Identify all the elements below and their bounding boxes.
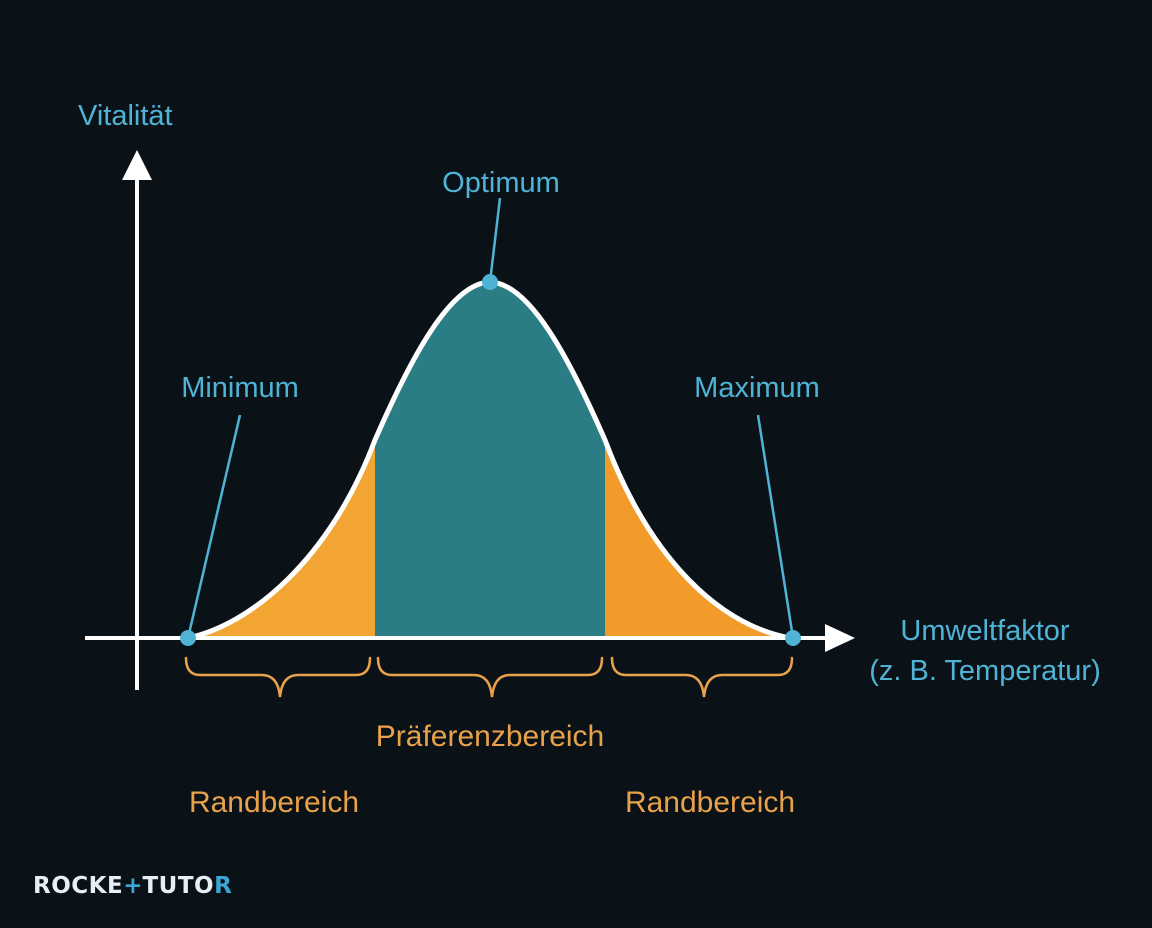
y-axis: [122, 150, 152, 690]
x-axis: [85, 624, 855, 652]
margin-region-right: [605, 440, 790, 638]
logo-text-part1: ROCKE: [33, 873, 123, 899]
rocket-tutor-logo: ROCKE+TUTOR: [33, 873, 232, 899]
logo-text-part2: TUTO: [142, 873, 214, 899]
minimum-marker: [180, 630, 196, 646]
maximum-label: Maximum: [694, 372, 820, 404]
x-axis-label-line2: (z. B. Temperatur): [869, 655, 1101, 687]
y-axis-arrowhead-icon: [122, 150, 152, 180]
preference-brace: [376, 656, 604, 698]
margin-brace-right: [610, 656, 794, 698]
margin-range-label-right: Randbereich: [625, 786, 795, 819]
margin-region-left: [188, 440, 375, 638]
y-axis-label: Vitalität: [78, 100, 173, 132]
minimum-leader-line: [186, 414, 242, 639]
x-axis-label-line1: Umweltfaktor: [900, 615, 1070, 647]
optimum-leader-line: [488, 197, 502, 283]
preference-region: [375, 282, 605, 638]
svg-text:ROCKE+TUTOR: ROCKE+TUTOR: [33, 873, 232, 899]
logo-text-last: R: [214, 873, 232, 899]
maximum-marker: [785, 630, 801, 646]
x-axis-arrowhead-icon: [825, 624, 855, 652]
maximum-leader-line: [756, 414, 795, 639]
optimum-marker: [482, 274, 498, 290]
margin-brace-left: [184, 656, 372, 698]
logo-cross-icon: +: [123, 873, 142, 899]
margin-range-label-left: Randbereich: [189, 786, 359, 819]
preference-range-label: Präferenzbereich: [376, 720, 604, 753]
minimum-label: Minimum: [181, 372, 299, 404]
optimum-label: Optimum: [442, 167, 560, 199]
